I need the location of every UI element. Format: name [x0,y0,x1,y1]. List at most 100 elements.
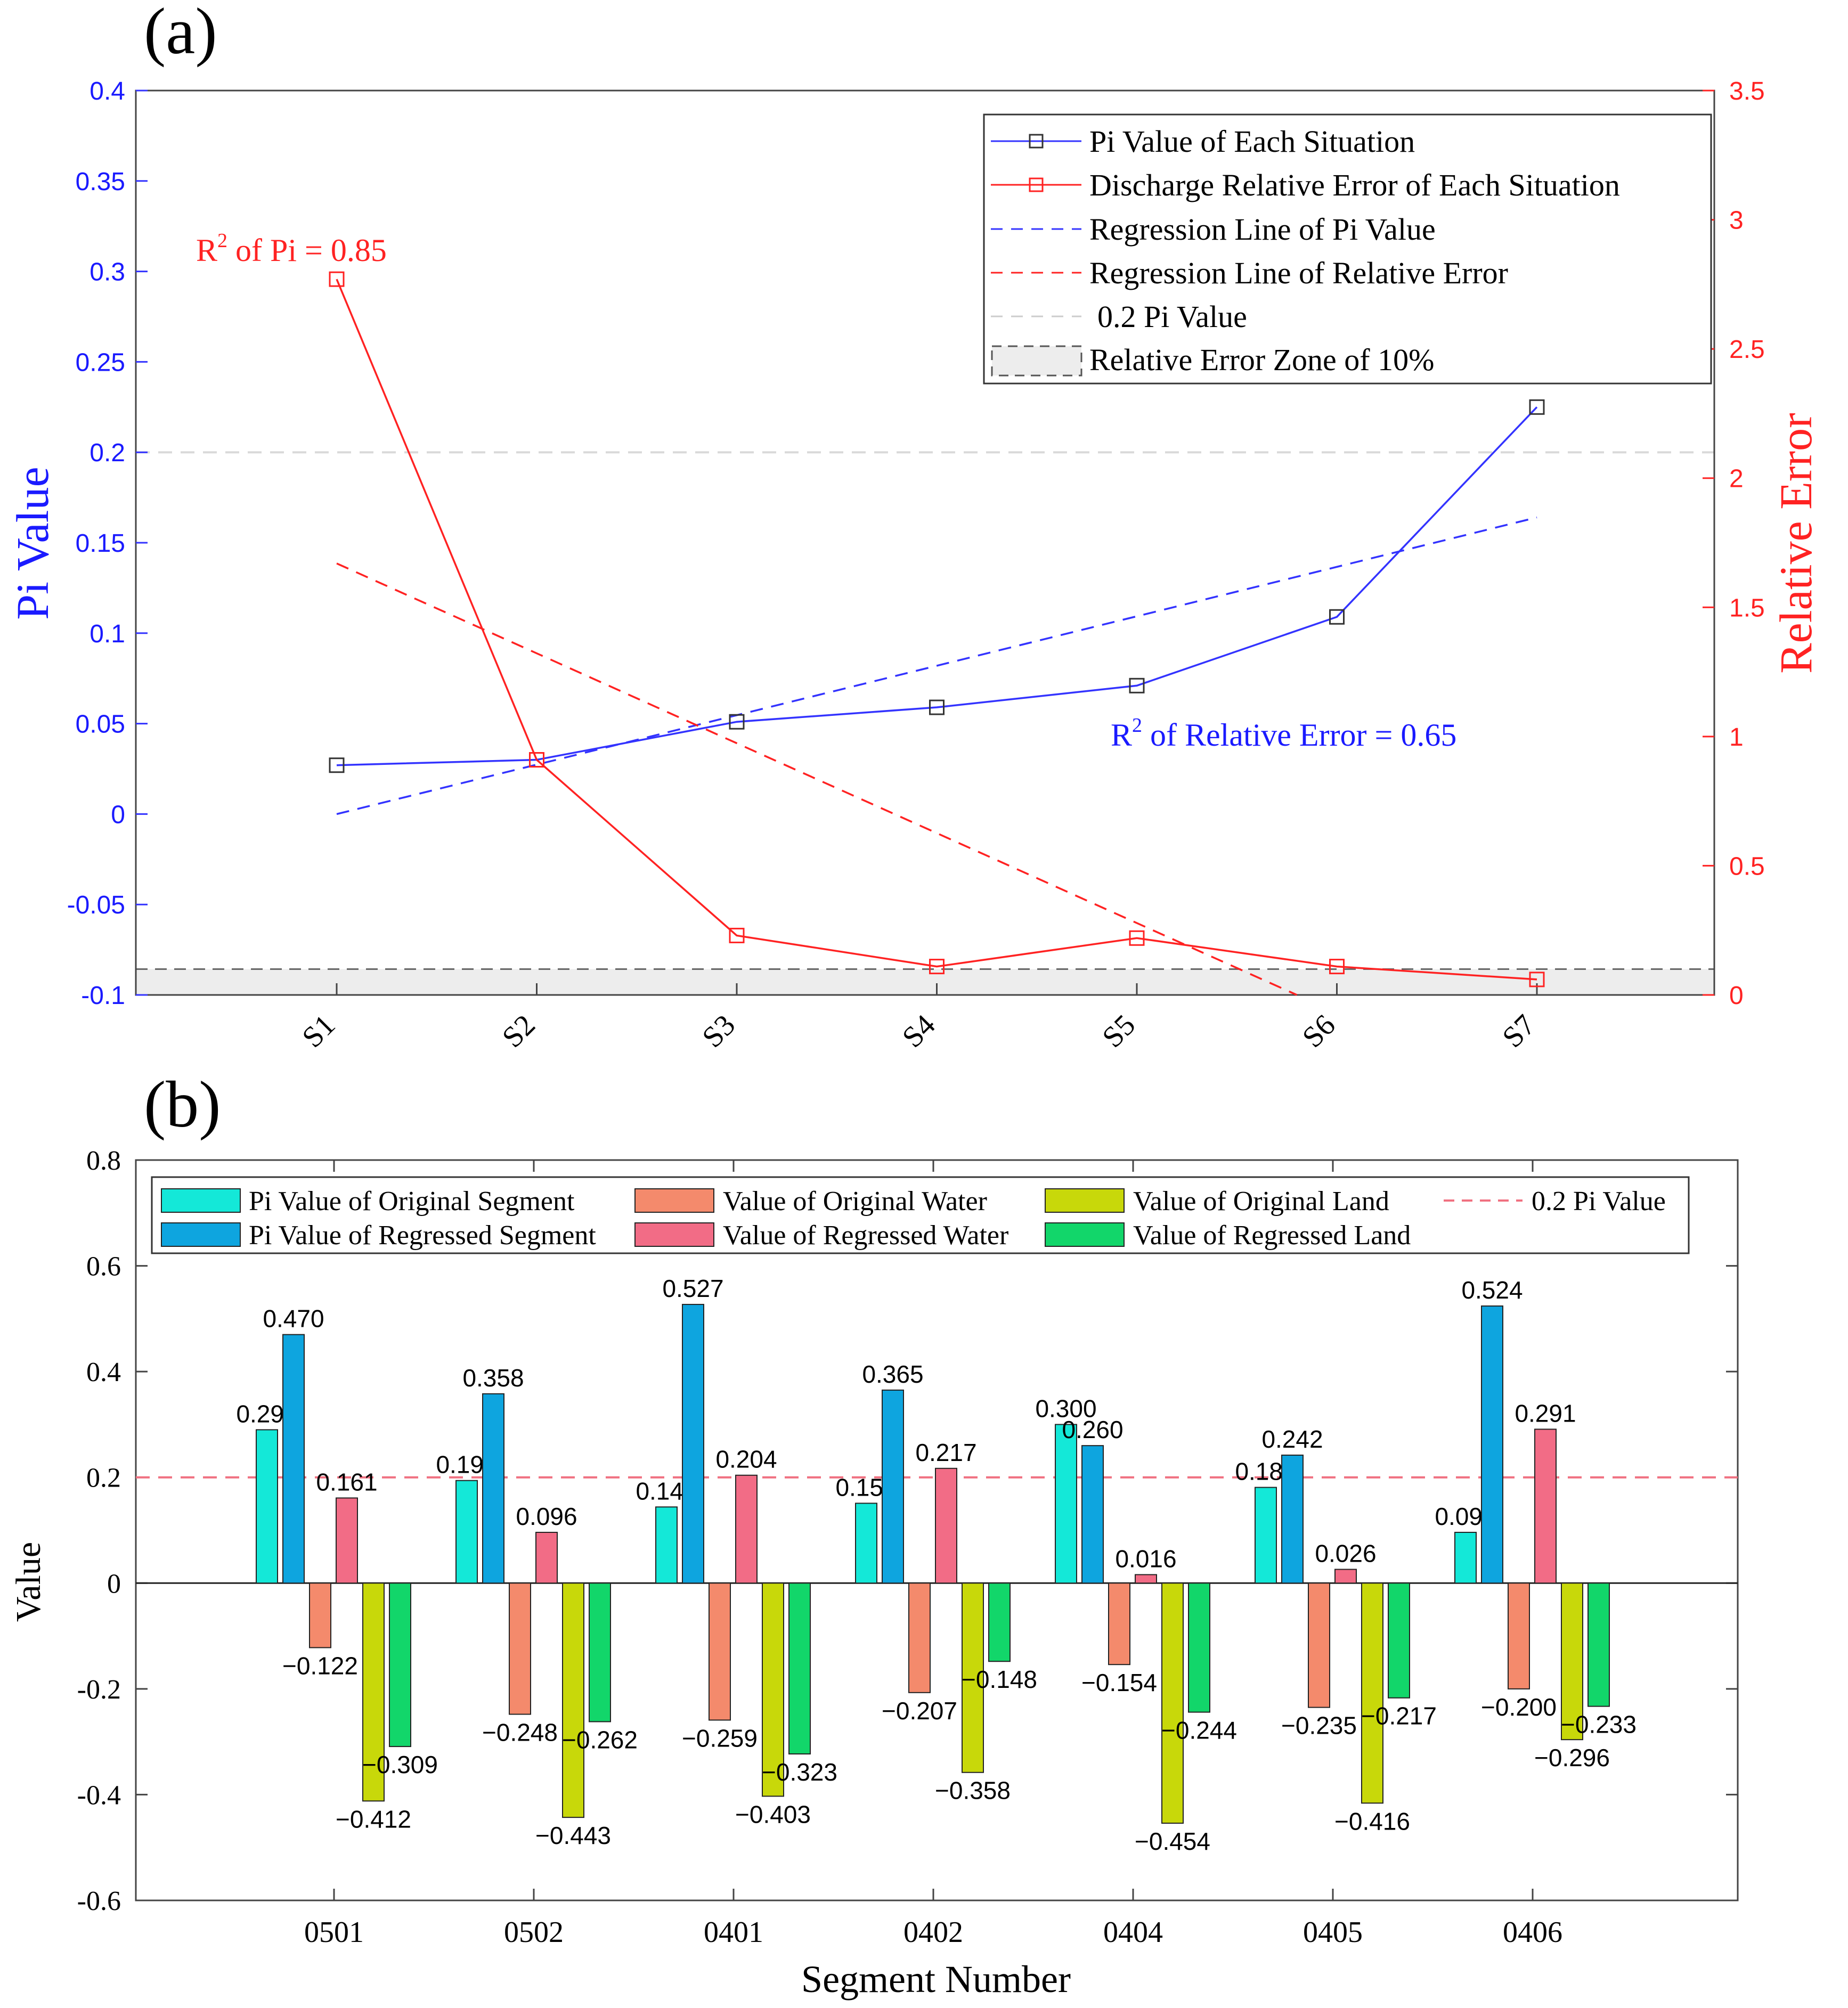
legend-item-reference-line: 0.2 Pi Value [991,299,1247,334]
svg-text:Pi Value of Original Segment: Pi Value of Original Segment [249,1186,575,1217]
bar [1081,1445,1104,1584]
pi-regression-line [336,516,1537,815]
pi-value-point [1329,609,1345,625]
y-tick-label-left: 0.35 [76,168,125,196]
pi-value-point [1129,678,1145,693]
bar-data-label: 0.242 [1261,1425,1323,1453]
bar-data-label: 0.217 [915,1439,976,1466]
bar [735,1474,758,1584]
y-tick-label: -0.6 [77,1886,121,1916]
bar-data-label: −0.233 [1561,1711,1637,1738]
relative-error-point [1129,930,1145,946]
bar [509,1582,531,1715]
svg-text:Value of Original Water: Value of Original Water [723,1186,987,1217]
bar [788,1582,811,1754]
bar [389,1582,411,1748]
legend-item-regressed-land: Value of Regressed Land [1045,1220,1411,1251]
bar [309,1582,331,1648]
legend-item-pi-regressed-segment: Pi Value of Regressed Segment [161,1220,596,1251]
legend-item-relative-error: Discharge Relative Error of Each Situati… [991,168,1620,202]
bar [1454,1531,1477,1584]
y-tick-label-left: 0.2 [89,439,125,467]
bar [962,1582,984,1773]
legend-item-error-zone: Relative Error Zone of 10% [991,342,1434,377]
y-tick-label-left: -0.1 [81,982,125,1010]
svg-text:Regression Line of Relative Er: Regression Line of Relative Error [1089,256,1508,290]
y-tick-label-left: 0.05 [76,711,125,739]
bar [1255,1487,1277,1584]
svg-text:Value of Regressed Land: Value of Regressed Land [1133,1220,1411,1251]
bar [1534,1429,1557,1584]
bar-data-label: −0.262 [562,1726,638,1753]
svg-text:Value of Regressed Water: Value of Regressed Water [723,1220,1008,1251]
panel-a-legend: Pi Value of Each Situation Discharge Rel… [983,113,1712,385]
panel-a-y-axis-title: Pi Value [7,467,58,619]
bar-data-label: 0.161 [316,1468,377,1496]
pi-value-point [929,699,945,715]
error-regression-line [336,562,1298,996]
relative-error-point [529,752,544,768]
bar [535,1531,558,1584]
bar [908,1582,931,1693]
y-tick-label-left: 0.25 [76,348,125,377]
bar-data-label: −0.259 [682,1724,758,1752]
bar [855,1503,877,1584]
bar [1388,1582,1410,1699]
bar [655,1506,678,1584]
bar-data-label: 0.204 [715,1446,777,1473]
bar [362,1582,385,1802]
bar-data-label: 0.527 [662,1275,723,1302]
y-tick-label: -0.2 [77,1675,121,1705]
bar [682,1304,704,1584]
bar [1561,1582,1583,1741]
bar [1161,1582,1184,1824]
bar [1281,1455,1304,1584]
bar-data-label: −0.323 [762,1758,837,1786]
bar [988,1582,1011,1662]
panel-b-x-axis-title: Segment Number [801,1958,1071,2001]
y-tick-label-right: 2 [1729,465,1744,493]
bar-data-label: −0.244 [1161,1717,1237,1744]
relative-error-point [329,271,345,287]
panel-a-y2-axis-title: Relative Error [1770,413,1821,674]
bar [256,1429,278,1584]
bar-data-label: 0.026 [1315,1539,1376,1567]
bar-data-label: −0.207 [882,1697,957,1725]
bar-data-label: −0.122 [282,1652,358,1679]
svg-text:0.2 Pi Value: 0.2 Pi Value [1532,1186,1666,1217]
legend-item-regressed-water: Value of Regressed Water [634,1220,1008,1251]
legend-item-reference-line-b: 0.2 Pi Value [1444,1186,1666,1217]
x-tick-label: 0405 [1303,1916,1363,1949]
pi-value-point [329,757,345,773]
legend-item-pi-regression: Regression Line of Pi Value [991,212,1436,247]
legend-item-original-land: Value of Original Land [1045,1186,1389,1217]
bar-data-label: −0.412 [336,1805,411,1833]
legend-item-original-water: Value of Original Water [634,1186,987,1217]
svg-text:0.2 Pi Value: 0.2 Pi Value [1097,299,1247,334]
bar [482,1393,504,1584]
y-tick-label-right: 2.5 [1729,336,1765,364]
panel-b-legend: Pi Value of Original Segment Pi Value of… [151,1176,1690,1254]
bar [589,1582,611,1723]
bar-data-label: 0.358 [462,1364,524,1392]
bar-data-label: 0.260 [1062,1416,1123,1443]
r2-error-annotation: R2 of Relative Error = 0.65 [1111,714,1456,753]
svg-text:Pi Value of Each Situation: Pi Value of Each Situation [1089,124,1415,159]
bar [762,1582,784,1797]
panel-a-label: (a) [144,0,217,68]
bar-data-label: −0.154 [1081,1669,1157,1696]
bar-data-label: 0.291 [1515,1399,1576,1427]
bar-data-label: −0.248 [482,1719,558,1746]
panel-a-plot-area: -0.1 -0.05 0 0.05 0.1 0.15 0.2 0.25 0.3 0.35 0.4 0 0… [67,77,1765,1054]
y-tick-label-right: 0.5 [1729,852,1765,880]
svg-text:Relative Error Zone of 10%: Relative Error Zone of 10% [1089,342,1434,377]
bar [1188,1582,1210,1713]
r2-pi-annotation: R2 of Pi = 0.85 [196,230,387,268]
bar-data-label: −0.403 [735,1800,811,1828]
bar [562,1582,584,1818]
y-tick-label: 0 [107,1569,121,1599]
relative-error-point [1329,959,1345,975]
panel-b-label: (b) [144,1068,221,1141]
y-tick-label: 0.8 [86,1146,121,1176]
bar [282,1334,305,1584]
